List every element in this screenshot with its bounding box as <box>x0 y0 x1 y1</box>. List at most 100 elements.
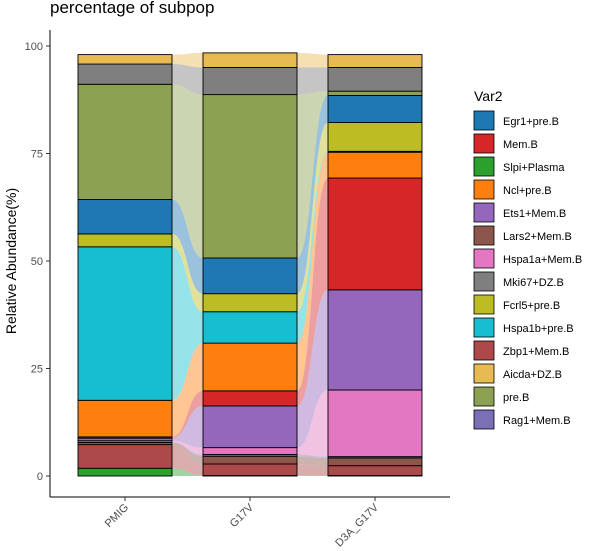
y-tick-label-75: 75 <box>31 149 43 161</box>
flow-slpi-plasma-1 <box>172 468 203 476</box>
legend: Var2 Egr1+pre.B Mem.B Slpi+Plasma Ncl+pre.B… <box>473 88 582 430</box>
legend-label-ncl-pre-b: Ncl+pre.B <box>503 185 552 197</box>
flow-mem-b-1 <box>172 390 203 439</box>
legend-swatch-zbp1-mem-b <box>473 340 495 361</box>
bar-segment-pmig-slpi-plasma <box>77 467 173 477</box>
bar-segment-pmig-zbp1-mem-b <box>77 444 173 469</box>
legend-label-aicda-dz-b: Aicda+DZ.B <box>503 369 562 381</box>
bar-segment-pmig-hspa1b-pre-b <box>77 246 173 401</box>
flow-hspa1b-pre-b-2 <box>297 151 328 344</box>
legend-swatch-ncl-pre-b <box>473 179 495 200</box>
bar-segment-g17v-lars2-mem-b <box>202 455 298 465</box>
flow-fcrl5-pre-b-2 <box>297 122 328 312</box>
x-tick-label-pmig: PMIG <box>103 502 131 530</box>
flow-zbp1-mem-b-2 <box>297 463 328 476</box>
bar-segment-pmig-egr1-pre-b <box>77 199 173 235</box>
legend-title: Var2 <box>474 88 503 104</box>
bar-segment-g17v-aicda-dz-b <box>202 52 298 68</box>
flow-aicda-dz-b-2 <box>297 52 328 68</box>
y-tick-label-0: 0 <box>37 471 43 483</box>
bar-segment-g17v-hspa1a-mem-b <box>202 447 298 455</box>
legend-swatch-aicda-dz-b <box>473 363 495 384</box>
legend-label-mem-b: Mem.B <box>503 139 538 151</box>
flow-ncl-pre-b-1 <box>172 343 203 437</box>
flow-egr1-pre-b-1 <box>172 199 203 294</box>
legend-label-ets1-mem-b: Ets1+Mem.B <box>503 208 566 220</box>
bar-segment-d3a-g17v-mem-b <box>327 177 423 291</box>
y-tick-label-100: 100 <box>25 41 43 53</box>
bar-segment-pmig-mki67-dz-b <box>77 63 173 85</box>
flow-lars2-mem-b-1 <box>172 442 203 464</box>
flow-ets1-mem-b-2 <box>297 289 328 448</box>
legend-swatch-rag1-mem-b <box>473 409 495 430</box>
legend-label-pre-b: pre.B <box>503 392 529 404</box>
flow-hspa1b-pre-b-1 <box>172 246 203 401</box>
legend-swatch-pre-b <box>473 386 495 407</box>
bar-segment-d3a-g17v-fcrl5-pre-b <box>327 122 423 152</box>
bar-layer <box>77 52 423 477</box>
bar-segment-g17v-egr1-pre-b <box>202 257 298 295</box>
bar-segment-g17v-mem-b <box>202 390 298 407</box>
bar-segment-d3a-g17v-egr1-pre-b <box>327 94 423 123</box>
legend-label-slpi-plasma: Slpi+Plasma <box>503 162 565 174</box>
legend-swatch-mem-b <box>473 133 495 154</box>
bar-segment-pmig-pre-b <box>77 83 173 200</box>
bar-segment-g17v-mki67-dz-b <box>202 67 298 96</box>
y-tick-label-25: 25 <box>31 364 43 376</box>
x-tick-label-g17v: G17V <box>228 501 257 530</box>
bar-segment-d3a-g17v-lars2-mem-b <box>327 457 423 467</box>
legend-swatch-lars2-mem-b <box>473 225 495 246</box>
flow-hspa1a-mem-b-1 <box>172 440 203 455</box>
bar-segment-g17v-fcrl5-pre-b <box>202 293 298 313</box>
bar-segment-g17v-pre-b <box>202 94 298 259</box>
y-axis-label: Relative Abundance(%) <box>3 188 19 334</box>
legend-label-lars2-mem-b: Lars2+Mem.B <box>503 231 572 243</box>
legend-swatch-mki67-dz-b <box>473 271 495 292</box>
legend-swatch-egr1-pre-b <box>473 110 495 131</box>
flow-mem-b-2 <box>297 178 328 406</box>
bar-segment-d3a-g17v-mki67-dz-b <box>327 67 423 92</box>
flow-pre-b-1 <box>172 84 203 258</box>
legend-label-mki67-dz-b: Mki67+DZ.B <box>503 277 564 289</box>
flow-layer <box>172 52 328 476</box>
bar-segment-g17v-ncl-pre-b <box>202 342 298 392</box>
legend-swatch-hspa1a-mem-b <box>473 248 495 269</box>
flow-lars2-mem-b-2 <box>297 456 328 466</box>
bar-segment-g17v-ets1-mem-b <box>202 405 298 449</box>
bar-segment-pmig-fcrl5-pre-b <box>77 233 173 248</box>
bar-segment-d3a-g17v-zbp1-mem-b <box>327 465 423 477</box>
flow-aicda-dz-b-1 <box>172 52 203 68</box>
legend-swatch-ets1-mem-b <box>473 202 495 223</box>
bar-segment-d3a-g17v-aicda-dz-b <box>327 54 423 68</box>
flow-zbp1-mem-b-1 <box>172 444 203 476</box>
legend-label-zbp1-mem-b: Zbp1+Mem.B <box>503 346 569 358</box>
flow-mki67-dz-b-1 <box>172 64 203 95</box>
legend-label-rag1-mem-b: Rag1+Mem.B <box>503 415 571 427</box>
legend-swatch-slpi-plasma <box>473 156 495 177</box>
legend-swatch-fcrl5-pre-b <box>473 294 495 315</box>
y-tick-label-50: 50 <box>31 256 43 268</box>
flow-egr1-pre-b-2 <box>297 95 328 294</box>
chart-title: percentage of subpop <box>50 0 214 17</box>
flow-pre-b-2 <box>297 91 328 258</box>
legend-label-hspa1a-mem-b: Hspa1a+Mem.B <box>503 254 582 266</box>
legend-label-egr1-pre-b: Egr1+pre.B <box>503 116 559 128</box>
bar-segment-pmig-ncl-pre-b <box>77 399 173 438</box>
legend-label-hspa1b-pre-b: Hspa1b+pre.B <box>503 323 574 335</box>
bar-segment-d3a-g17v-ncl-pre-b <box>327 151 423 179</box>
flow-ets1-mem-b-1 <box>172 405 203 448</box>
bar-segment-g17v-hspa1b-pre-b <box>202 311 298 344</box>
bar-segment-d3a-g17v-hspa1a-mem-b <box>327 389 423 458</box>
flow-mki67-dz-b-2 <box>297 67 328 95</box>
legend-label-fcrl5-pre-b: Fcrl5+pre.B <box>503 300 560 312</box>
flow-rag1-mem-b-1 <box>172 442 203 457</box>
flow-fcrl5-pre-b-1 <box>172 233 203 312</box>
x-tick-label-d3a-g17v: D3A_G17V <box>333 501 381 549</box>
legend-swatch-hspa1b-pre-b <box>473 317 495 338</box>
bar-segment-pmig-aicda-dz-b <box>77 54 173 65</box>
flow-ncl-pre-b-2 <box>297 152 328 391</box>
bar-segment-d3a-g17v-ets1-mem-b <box>327 289 423 391</box>
flow-rag1-mem-b-2 <box>297 454 328 458</box>
bar-segment-g17v-zbp1-mem-b <box>202 463 298 477</box>
